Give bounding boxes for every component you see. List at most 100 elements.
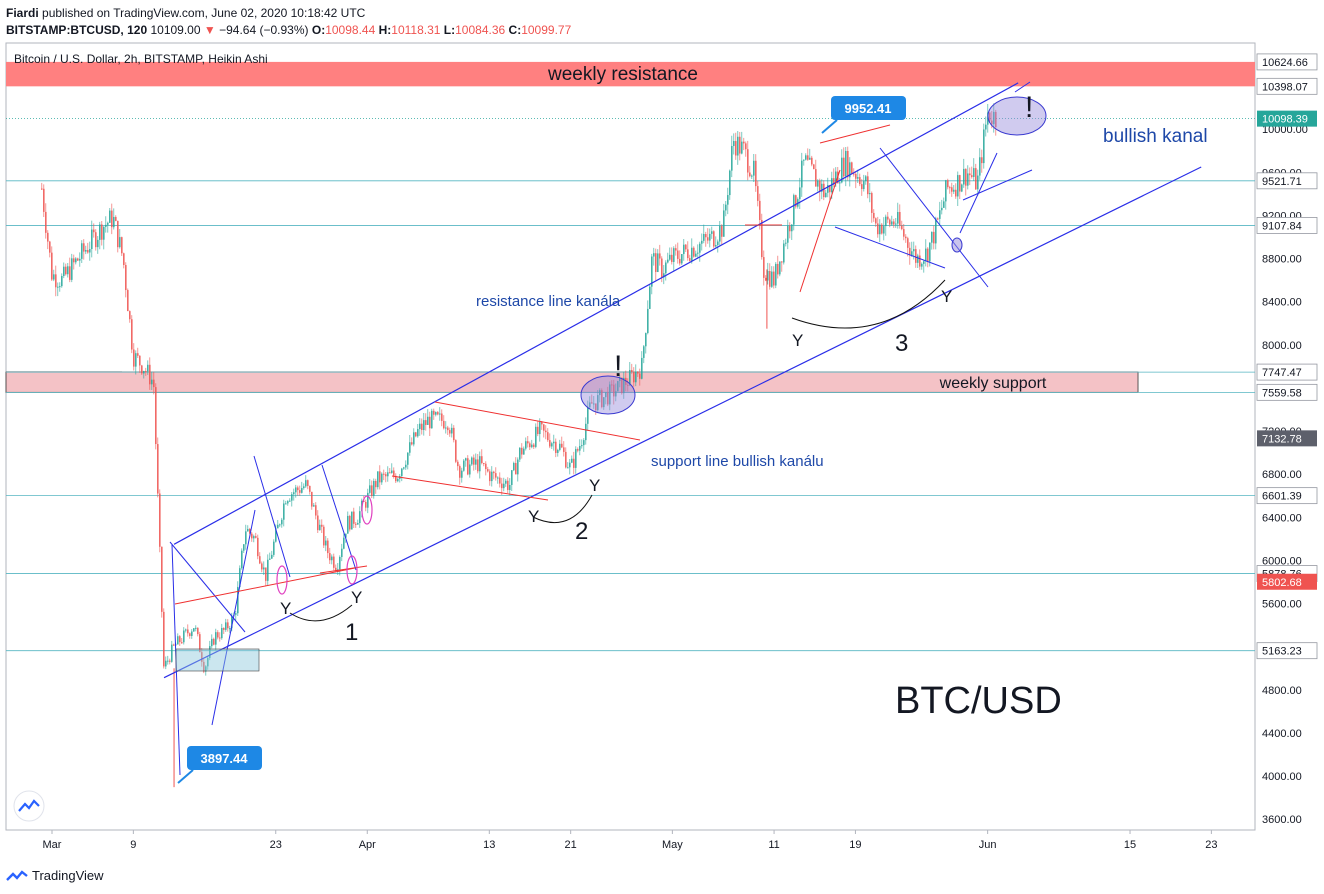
candle-body bbox=[949, 187, 951, 189]
x-tick-label: 13 bbox=[483, 839, 495, 851]
candle-body bbox=[613, 384, 615, 397]
candle-body bbox=[843, 157, 845, 177]
tradingview-icon bbox=[18, 799, 40, 812]
candle-body bbox=[555, 441, 557, 453]
candle-body bbox=[65, 266, 67, 275]
candle-body bbox=[789, 225, 791, 232]
candle-body bbox=[721, 225, 723, 237]
candle-body bbox=[221, 628, 223, 639]
candle-body bbox=[723, 210, 725, 237]
candle-body bbox=[177, 636, 179, 645]
candle-body bbox=[639, 373, 641, 379]
callout-pointer bbox=[821, 119, 838, 134]
candle-body bbox=[379, 471, 381, 483]
candle-body bbox=[941, 207, 943, 211]
candle-body bbox=[899, 211, 901, 226]
candle-body bbox=[657, 253, 659, 272]
weekly-support-label: weekly support bbox=[939, 375, 1047, 392]
candle-body bbox=[615, 391, 617, 397]
y-tick-label: 4800.00 bbox=[1262, 685, 1302, 697]
candle-body bbox=[49, 241, 51, 253]
candle-body bbox=[117, 220, 119, 248]
candle-body bbox=[649, 286, 651, 309]
candle-body bbox=[813, 164, 815, 170]
candle-body bbox=[637, 371, 639, 374]
candle-body bbox=[73, 258, 75, 263]
candle-body bbox=[681, 254, 683, 264]
candle-body bbox=[121, 237, 123, 254]
callout-pointer bbox=[177, 769, 194, 784]
price-label-text: 7747.47 bbox=[1262, 367, 1302, 379]
candle-body bbox=[877, 223, 879, 235]
candle-body bbox=[63, 266, 65, 277]
candle-body bbox=[753, 160, 755, 176]
candle-body bbox=[523, 448, 525, 455]
cycle-number-2: 2 bbox=[575, 518, 588, 545]
candle-body bbox=[415, 432, 417, 437]
candle-body bbox=[189, 633, 191, 636]
candle-body bbox=[767, 270, 769, 281]
callout-value: 3897.44 bbox=[201, 751, 249, 766]
candle-body bbox=[491, 471, 493, 482]
candle-body bbox=[755, 160, 757, 187]
candle-body bbox=[919, 255, 921, 267]
candle-body bbox=[447, 427, 449, 431]
y-tick-label: 4000.00 bbox=[1262, 771, 1302, 783]
candle-body bbox=[775, 263, 777, 286]
candle-body bbox=[923, 261, 925, 264]
candle-body bbox=[183, 630, 185, 643]
candle-body bbox=[347, 515, 349, 534]
candle-body bbox=[971, 175, 973, 177]
candle-body bbox=[319, 524, 321, 531]
candle-body bbox=[383, 473, 385, 475]
candle-body bbox=[857, 177, 859, 179]
candle-body bbox=[165, 660, 167, 667]
candle-body bbox=[467, 458, 469, 475]
candle-body bbox=[247, 528, 249, 532]
footer-brand[interactable]: TradingView bbox=[6, 868, 104, 883]
candle-body bbox=[311, 491, 313, 507]
candle-body bbox=[503, 483, 505, 489]
candle-body bbox=[101, 224, 103, 240]
y-tick-label: 8400.00 bbox=[1262, 297, 1302, 309]
top-ellipse bbox=[987, 96, 1047, 136]
y-mark: Y bbox=[792, 331, 803, 350]
resistance-line-label: resistance line kanála bbox=[476, 293, 621, 310]
candle-body bbox=[537, 426, 539, 435]
x-tick-label: 19 bbox=[849, 839, 861, 851]
candle-body bbox=[651, 256, 653, 287]
price-label: 7132.78 bbox=[1257, 430, 1317, 447]
candle-body bbox=[727, 195, 729, 205]
candle-body bbox=[861, 184, 863, 190]
candle-body bbox=[697, 252, 699, 254]
pattern-line bbox=[169, 541, 246, 633]
candle-body bbox=[61, 276, 63, 287]
candle-body bbox=[945, 180, 947, 202]
candle-body bbox=[87, 250, 89, 253]
candle-body bbox=[95, 232, 97, 248]
candle-body bbox=[57, 286, 59, 288]
candle-body bbox=[627, 384, 629, 386]
candle-body bbox=[147, 364, 149, 372]
price-label: 10398.07 bbox=[1256, 77, 1318, 95]
candle-body bbox=[513, 462, 515, 471]
candle-body bbox=[509, 484, 511, 490]
candle-body bbox=[167, 660, 169, 662]
pattern-line bbox=[321, 464, 357, 571]
x-tick-label: 15 bbox=[1124, 839, 1136, 851]
candle-body bbox=[201, 652, 203, 662]
candle-body bbox=[589, 402, 591, 408]
candle-body bbox=[747, 149, 749, 173]
symbol-label: BITSTAMP:BTCUSD, 120 bbox=[6, 23, 148, 37]
candle-body bbox=[835, 171, 837, 184]
price-label-text: 10624.66 bbox=[1262, 57, 1308, 69]
candle-body bbox=[777, 263, 779, 275]
candle-body bbox=[497, 477, 499, 479]
candle-body bbox=[769, 270, 771, 287]
candle-body bbox=[951, 187, 953, 192]
candle-body bbox=[867, 176, 869, 195]
candle-body bbox=[833, 178, 835, 184]
candle-body bbox=[515, 462, 517, 475]
high-key: H: bbox=[378, 23, 392, 37]
